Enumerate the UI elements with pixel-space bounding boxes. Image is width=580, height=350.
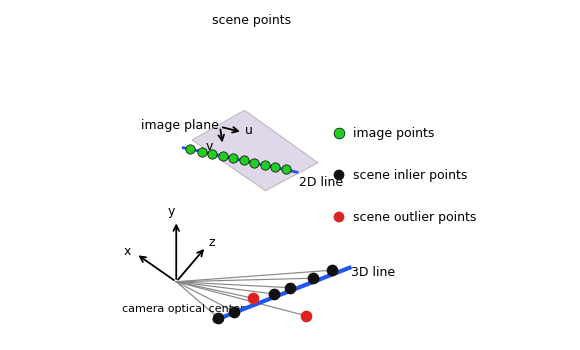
Point: [197, 149, 206, 154]
Point: [239, 158, 248, 163]
Point: [327, 267, 336, 273]
Text: 2D line: 2D line: [299, 176, 343, 189]
Point: [285, 285, 295, 290]
Point: [270, 291, 279, 297]
Text: scene inlier points: scene inlier points: [353, 168, 467, 182]
Point: [334, 130, 343, 136]
Point: [281, 167, 291, 172]
Text: camera optical center: camera optical center: [122, 304, 245, 315]
Text: v: v: [206, 140, 213, 154]
Text: y: y: [168, 205, 175, 218]
Text: x: x: [124, 245, 130, 258]
Point: [218, 153, 227, 159]
Point: [260, 162, 270, 168]
Text: image plane: image plane: [142, 119, 219, 133]
Text: scene outlier points: scene outlier points: [353, 210, 476, 224]
Point: [334, 172, 343, 178]
Text: z: z: [209, 236, 215, 249]
Text: image points: image points: [353, 126, 434, 140]
Point: [249, 160, 259, 166]
Text: u: u: [245, 124, 253, 138]
Point: [334, 214, 343, 220]
Text: 3D line: 3D line: [351, 266, 396, 279]
Point: [186, 146, 195, 152]
Text: scene points: scene points: [212, 14, 291, 27]
Point: [271, 164, 280, 170]
Point: [308, 275, 317, 281]
Point: [213, 315, 223, 321]
Polygon shape: [192, 110, 318, 191]
Point: [301, 313, 310, 319]
Point: [208, 151, 217, 156]
Point: [249, 295, 258, 301]
Point: [229, 309, 238, 314]
Point: [229, 155, 238, 161]
